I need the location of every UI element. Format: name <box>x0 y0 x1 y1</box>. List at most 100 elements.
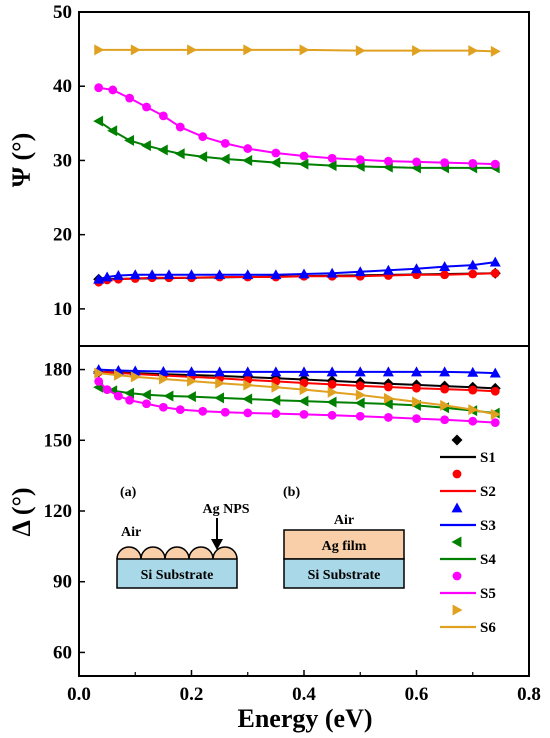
legend-label: S4 <box>480 552 496 568</box>
legend: S1 S2 S3 S4 S5 S6 <box>440 434 496 636</box>
inset-b-substrate <box>283 558 405 589</box>
y-tick-label: 180 <box>44 360 73 381</box>
y-tick-label: 30 <box>53 150 72 171</box>
series-line <box>97 380 496 424</box>
legend-marker <box>452 469 462 479</box>
data-point <box>298 158 309 170</box>
data-point <box>243 408 253 418</box>
data-point <box>124 387 135 399</box>
data-point <box>383 156 393 166</box>
nanoparticle <box>140 546 166 560</box>
series-line <box>98 48 496 53</box>
data-point <box>490 418 500 428</box>
legend-item: S1 <box>440 434 496 466</box>
data-point <box>490 408 501 420</box>
x-tick-label: 0.8 <box>517 684 541 705</box>
series-line <box>98 370 496 390</box>
x-tick-label: 0.4 <box>292 684 316 705</box>
data-point <box>439 261 451 271</box>
nanoparticle <box>212 546 238 560</box>
data-point <box>298 268 310 279</box>
data-point <box>270 366 282 377</box>
data-point <box>270 157 281 169</box>
data-point <box>242 154 253 166</box>
series-line <box>98 370 496 393</box>
data-point <box>146 269 158 280</box>
data-point <box>243 44 254 56</box>
inset-a-particles-label: Ag NPS <box>202 502 249 517</box>
data-point <box>102 385 112 395</box>
x-axis-title: Energy (eV) <box>237 704 372 733</box>
legend-label: S2 <box>480 484 496 500</box>
psi-series <box>93 44 501 287</box>
data-point <box>214 392 225 404</box>
data-point <box>187 375 197 387</box>
legend-marker <box>452 571 462 581</box>
data-point <box>141 140 151 152</box>
series-line <box>98 368 496 375</box>
legend-marker <box>451 434 463 446</box>
inset-a-air-label: Air <box>121 525 141 540</box>
data-point <box>163 390 174 402</box>
data-point <box>271 381 282 393</box>
data-point <box>219 153 230 165</box>
data-point <box>187 44 197 56</box>
y-tick-label: 60 <box>53 642 72 663</box>
data-point <box>107 125 118 137</box>
delta-axis-title: Δ (°) <box>7 487 36 536</box>
data-point <box>198 406 208 416</box>
data-point <box>327 380 337 389</box>
data-point <box>440 399 451 411</box>
legend-label: S1 <box>480 450 496 466</box>
data-point <box>440 270 450 280</box>
data-point <box>158 373 169 385</box>
data-point <box>158 111 168 121</box>
y-tick-label: 40 <box>53 76 72 97</box>
data-point <box>327 410 337 420</box>
data-point <box>489 367 501 378</box>
data-point <box>112 269 124 280</box>
data-point <box>412 396 422 408</box>
data-point <box>125 93 135 103</box>
data-point <box>157 144 168 156</box>
inset-a-substrate-label: Si Substrate <box>141 568 214 583</box>
data-point <box>299 409 309 419</box>
inset-b-schematic: (b) Air Ag film Si Substrate <box>283 485 405 589</box>
data-point <box>186 366 197 377</box>
series-5 <box>94 83 500 169</box>
data-point <box>355 411 365 421</box>
y-tick-label: 150 <box>44 430 73 451</box>
data-point <box>271 148 281 158</box>
nanoparticle <box>116 546 142 560</box>
data-point <box>271 409 281 419</box>
series-line <box>98 386 496 415</box>
data-point <box>412 383 421 393</box>
series-5 <box>94 376 500 428</box>
data-point <box>130 44 141 56</box>
legend-label: S6 <box>480 620 496 636</box>
data-point <box>157 365 169 376</box>
data-point <box>489 256 501 267</box>
data-point <box>382 264 394 275</box>
data-point <box>412 414 421 423</box>
data-point <box>242 366 254 377</box>
legend-marker <box>451 502 463 513</box>
data-point <box>243 379 254 391</box>
series-line <box>98 120 496 169</box>
data-point <box>326 366 338 377</box>
legend-item: S3 <box>440 502 496 534</box>
data-point <box>383 382 393 392</box>
data-point <box>94 367 105 379</box>
data-point <box>326 267 338 278</box>
data-point <box>439 366 451 377</box>
data-point <box>198 132 208 142</box>
data-point <box>243 144 253 153</box>
psi-panel-frame <box>78 11 530 347</box>
data-point <box>130 371 141 383</box>
data-point <box>468 269 478 279</box>
data-point <box>382 366 394 377</box>
series-4 <box>93 115 500 174</box>
nanoparticle <box>164 546 190 560</box>
y-tick-label: 20 <box>53 225 72 246</box>
data-point <box>108 85 118 95</box>
